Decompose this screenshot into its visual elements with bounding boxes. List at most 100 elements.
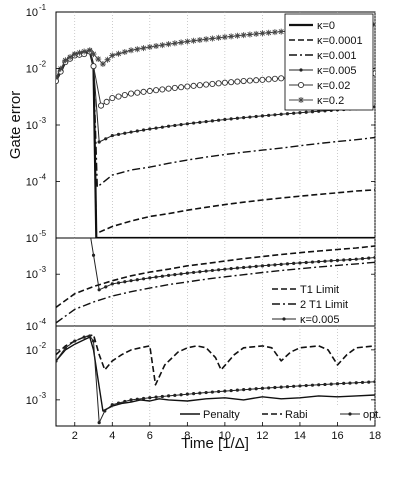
data-point	[323, 259, 327, 263]
data-point	[140, 45, 147, 52]
data-point	[240, 77, 247, 85]
data-point	[335, 382, 340, 386]
data-point	[192, 270, 196, 275]
data-point	[298, 384, 302, 388]
data-point	[217, 118, 221, 122]
data-point	[184, 38, 191, 45]
data-point	[246, 31, 253, 38]
legend-label: κ=0.001	[317, 50, 356, 62]
data-point	[373, 105, 375, 109]
data-point	[178, 39, 185, 46]
data-point	[235, 388, 239, 392]
data-point	[228, 33, 235, 40]
data-point	[360, 257, 365, 261]
series-line	[56, 245, 375, 308]
data-point	[91, 339, 96, 343]
data-point	[259, 30, 266, 37]
data-point	[217, 268, 221, 272]
data-point	[171, 84, 178, 91]
data-point	[285, 112, 290, 116]
data-point	[223, 389, 227, 393]
panel-middle-yticks: 10-410-3	[26, 265, 375, 333]
data-point	[173, 393, 177, 397]
data-point	[298, 111, 302, 115]
data-point	[166, 273, 171, 277]
data-point	[179, 393, 183, 397]
data-point	[103, 409, 107, 413]
data-point	[154, 395, 158, 399]
data-point	[279, 262, 283, 266]
legend-marker	[299, 68, 303, 72]
data-point	[215, 34, 222, 41]
series-line	[56, 50, 375, 188]
legend-label: κ=0.005	[317, 65, 356, 77]
data-point	[110, 133, 114, 138]
data-point	[204, 269, 208, 273]
legend-label: T1 Limit	[300, 284, 339, 296]
data-point	[146, 87, 153, 95]
data-point	[160, 125, 164, 129]
data-point	[121, 92, 128, 99]
data-point	[234, 78, 241, 85]
data-point	[166, 394, 171, 398]
data-point	[373, 255, 375, 260]
data-point	[329, 382, 333, 386]
data-point	[116, 132, 121, 136]
data-point	[192, 121, 196, 125]
data-point	[267, 386, 271, 390]
data-point	[97, 288, 101, 292]
data-point	[91, 253, 96, 257]
y-tick-label: 10	[26, 177, 38, 189]
data-point	[342, 381, 346, 386]
data-point	[267, 263, 271, 267]
data-point	[153, 43, 160, 50]
data-point	[271, 29, 278, 36]
data-point	[135, 129, 139, 133]
data-point	[292, 111, 296, 115]
data-point	[97, 140, 101, 144]
data-point	[348, 257, 352, 262]
data-point	[265, 29, 272, 36]
data-point	[223, 267, 227, 271]
y-tick-label: 10	[26, 7, 38, 19]
data-point	[185, 122, 189, 126]
data-point	[81, 48, 88, 55]
data-point	[221, 79, 228, 86]
data-point	[134, 89, 141, 96]
data-point	[141, 277, 146, 281]
data-point	[248, 265, 252, 269]
data-point	[310, 110, 315, 114]
data-point	[110, 403, 114, 407]
data-point	[285, 262, 290, 266]
data-point	[273, 263, 277, 267]
series-line	[56, 336, 375, 412]
data-point	[279, 385, 283, 389]
y-tick-label: 10	[26, 345, 38, 357]
data-point	[242, 116, 246, 120]
data-point	[76, 49, 83, 56]
data-point	[148, 276, 152, 280]
data-point	[248, 115, 252, 119]
data-point	[123, 280, 127, 284]
data-point	[265, 76, 272, 83]
panel-bottom-series	[56, 334, 375, 425]
data-point	[104, 285, 108, 289]
data-point	[121, 49, 128, 56]
y-tick-label: 10	[26, 269, 38, 281]
data-point	[229, 267, 233, 271]
data-point	[165, 41, 172, 48]
data-point	[178, 84, 185, 91]
y-tick-exponent: -1	[39, 3, 47, 12]
data-point	[196, 36, 203, 43]
panel-bottom-frame	[55, 325, 376, 427]
legend-label: κ=0.0001	[317, 35, 363, 47]
data-point	[115, 93, 122, 100]
data-point	[153, 87, 160, 94]
data-point	[348, 381, 352, 385]
data-point	[210, 268, 214, 273]
data-point	[123, 399, 127, 404]
data-point	[317, 260, 321, 264]
data-point	[134, 46, 141, 53]
panel-top-legend: κ=0 κ=0.0001 κ=0.001 κ=0.005 κ=0.02 κ=0.2	[284, 13, 374, 111]
